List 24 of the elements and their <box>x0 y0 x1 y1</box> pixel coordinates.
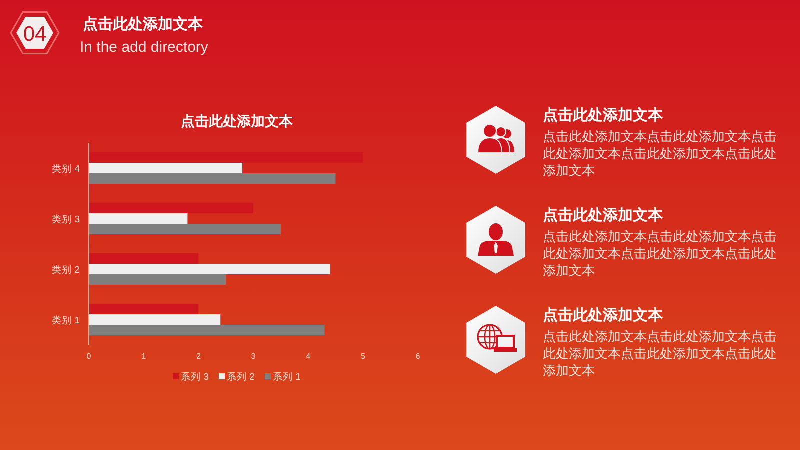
y-tick-label: 类别 1 <box>52 314 80 326</box>
text: 点击此处添加文本 <box>543 107 664 124</box>
x-tick-label: 6 <box>416 352 421 361</box>
y-tick-label: 类别 4 <box>52 162 80 175</box>
x-tick-label: 5 <box>360 352 366 361</box>
y-tick-label: 类别 2 <box>52 264 80 276</box>
text: 点击此处添加文本点击此处添加文本点击此处添加文本点击此处添加文本点击此处添加文本 <box>543 229 777 278</box>
x-tick-label: 1 <box>142 352 147 361</box>
legend-label: 系列 3 <box>181 371 210 383</box>
text: 点击此处添加文本点击此处添加文本点击此处添加文本点击此处添加文本点击此处添加文本 <box>543 329 777 378</box>
x-tick-label: 4 <box>306 352 312 361</box>
x-tick-label: 3 <box>251 352 256 361</box>
text: 点击此处添加文本 <box>543 207 664 224</box>
text: 点击此处添加文本点击此处添加文本点击此处添加文本点击此处添加文本点击此处添加文本 <box>543 129 777 178</box>
text: 点击此处添加文本 <box>543 307 664 324</box>
x-tick-label: 0 <box>86 352 92 361</box>
y-tick-label: 类别 3 <box>52 213 80 226</box>
legend-label: 系列 1 <box>272 371 301 383</box>
text: 04 <box>23 23 47 46</box>
text: In the add directory <box>80 39 209 56</box>
x-tick-label: 2 <box>196 352 202 361</box>
text: 点击此处添加文本 <box>83 16 204 33</box>
legend-label: 系列 2 <box>227 371 255 383</box>
chart-title: 点击此处添加文本 <box>181 113 294 129</box>
